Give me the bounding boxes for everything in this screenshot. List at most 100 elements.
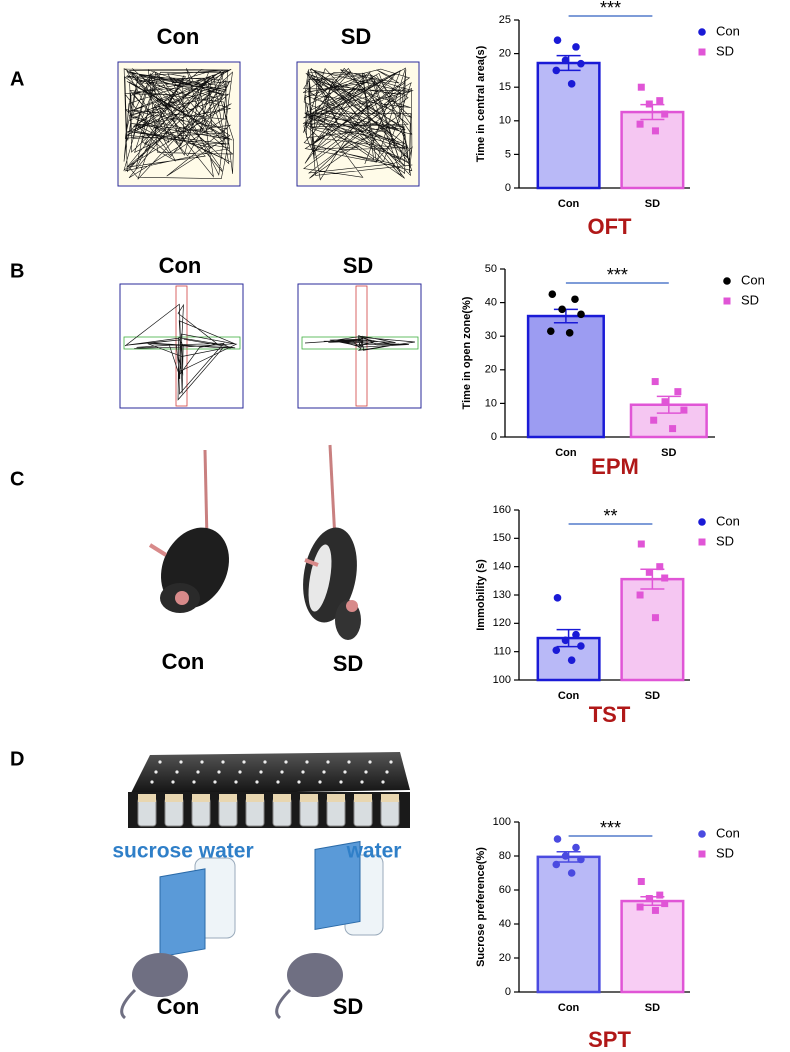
data-point bbox=[656, 563, 664, 571]
box-hole bbox=[259, 770, 263, 774]
box-hole bbox=[196, 770, 200, 774]
significance-label: *** bbox=[600, 0, 621, 18]
box-hole bbox=[175, 770, 179, 774]
data-point bbox=[656, 97, 664, 105]
mouse-bottle-cartoon bbox=[120, 840, 384, 1020]
y-tick-label: 130 bbox=[493, 589, 511, 601]
image-label: SD bbox=[343, 253, 374, 278]
chart-title: EPM bbox=[591, 454, 639, 479]
sucrose-box-photo bbox=[128, 752, 410, 828]
error-bar bbox=[556, 54, 581, 72]
box-hole bbox=[200, 760, 204, 764]
legend-marker bbox=[698, 48, 706, 56]
box-hole bbox=[171, 780, 175, 784]
box-hole bbox=[297, 780, 301, 784]
image-label: SD bbox=[333, 994, 364, 1019]
bar bbox=[620, 899, 685, 994]
track bbox=[123, 68, 235, 180]
y-tick-label: 110 bbox=[493, 646, 511, 658]
data-point bbox=[572, 630, 580, 639]
error-bar bbox=[556, 628, 581, 648]
tube bbox=[272, 797, 292, 827]
box-hole bbox=[234, 780, 238, 784]
x-tick-label: Con bbox=[555, 447, 577, 459]
legend-label: Con bbox=[716, 23, 740, 38]
data-point bbox=[661, 398, 669, 406]
x-tick-label: Con bbox=[558, 1002, 580, 1014]
data-point bbox=[674, 388, 682, 396]
tube bbox=[380, 797, 400, 827]
track bbox=[304, 335, 416, 351]
tube bbox=[353, 797, 373, 827]
maze-frame bbox=[119, 283, 244, 409]
box-hole bbox=[192, 780, 196, 784]
tube bbox=[326, 797, 346, 827]
panel-label: A bbox=[10, 68, 24, 90]
bar bbox=[526, 314, 605, 439]
box-hole bbox=[339, 780, 343, 784]
tube bbox=[164, 797, 184, 827]
data-point bbox=[572, 843, 580, 852]
tube-cap bbox=[165, 794, 183, 802]
data-point bbox=[552, 860, 561, 869]
legend-marker bbox=[698, 830, 706, 838]
y-tick-label: 60 bbox=[499, 884, 511, 896]
data-point bbox=[567, 656, 576, 664]
panel-label: B bbox=[10, 260, 24, 282]
data-point bbox=[637, 540, 645, 548]
data-point bbox=[645, 100, 653, 108]
data-point bbox=[567, 80, 576, 88]
track bbox=[302, 67, 414, 181]
image-label: SD bbox=[341, 24, 372, 49]
legend-label: Con bbox=[741, 272, 765, 287]
data-point bbox=[650, 416, 658, 424]
y-tick-label: 150 bbox=[493, 532, 511, 544]
image-label: Con bbox=[159, 253, 202, 278]
y-tick-label: 20 bbox=[485, 364, 497, 376]
box-hole bbox=[389, 760, 393, 764]
image-label: SD bbox=[333, 651, 364, 676]
box-hole bbox=[368, 760, 372, 764]
box-hole bbox=[179, 760, 183, 764]
data-point bbox=[567, 869, 576, 877]
y-tick-label: 40 bbox=[485, 297, 497, 309]
data-point bbox=[680, 406, 688, 414]
y-axis-label: Time in open zone(%) bbox=[461, 296, 473, 409]
legend-label: SD bbox=[716, 43, 734, 58]
maze-arms bbox=[123, 285, 419, 407]
box-hole bbox=[385, 770, 389, 774]
box-hole bbox=[360, 780, 364, 784]
y-tick-label: 0 bbox=[505, 986, 511, 998]
tube-cap bbox=[273, 794, 291, 802]
legend-label: Con bbox=[716, 825, 740, 840]
data-point bbox=[553, 594, 562, 602]
data-point bbox=[552, 646, 561, 655]
box-hole bbox=[301, 770, 305, 774]
legend-marker bbox=[698, 538, 706, 546]
illustrations bbox=[119, 283, 422, 1020]
tube bbox=[137, 797, 157, 827]
image-label: Con bbox=[157, 24, 200, 49]
box-hole bbox=[284, 760, 288, 764]
y-tick-label: 100 bbox=[493, 674, 511, 686]
y-axis-label: Sucrose preference(%) bbox=[475, 847, 487, 967]
data-point bbox=[637, 878, 645, 885]
legend-marker bbox=[723, 277, 731, 285]
data-point bbox=[637, 83, 645, 91]
y-tick-label: 0 bbox=[491, 431, 497, 443]
chart-title: OFT bbox=[588, 214, 633, 239]
data-point bbox=[645, 895, 653, 902]
y-tick-label: 50 bbox=[485, 263, 497, 275]
significance-label: *** bbox=[600, 818, 621, 838]
bar bbox=[620, 110, 685, 190]
data-point bbox=[577, 310, 585, 319]
box-hole bbox=[213, 780, 217, 784]
data-point bbox=[552, 66, 561, 75]
y-tick-label: 100 bbox=[493, 816, 511, 828]
data-point bbox=[561, 852, 570, 860]
y-tick-label: 10 bbox=[499, 115, 511, 127]
data-point bbox=[553, 835, 562, 843]
legend-marker bbox=[698, 518, 706, 526]
data-point bbox=[651, 378, 659, 386]
